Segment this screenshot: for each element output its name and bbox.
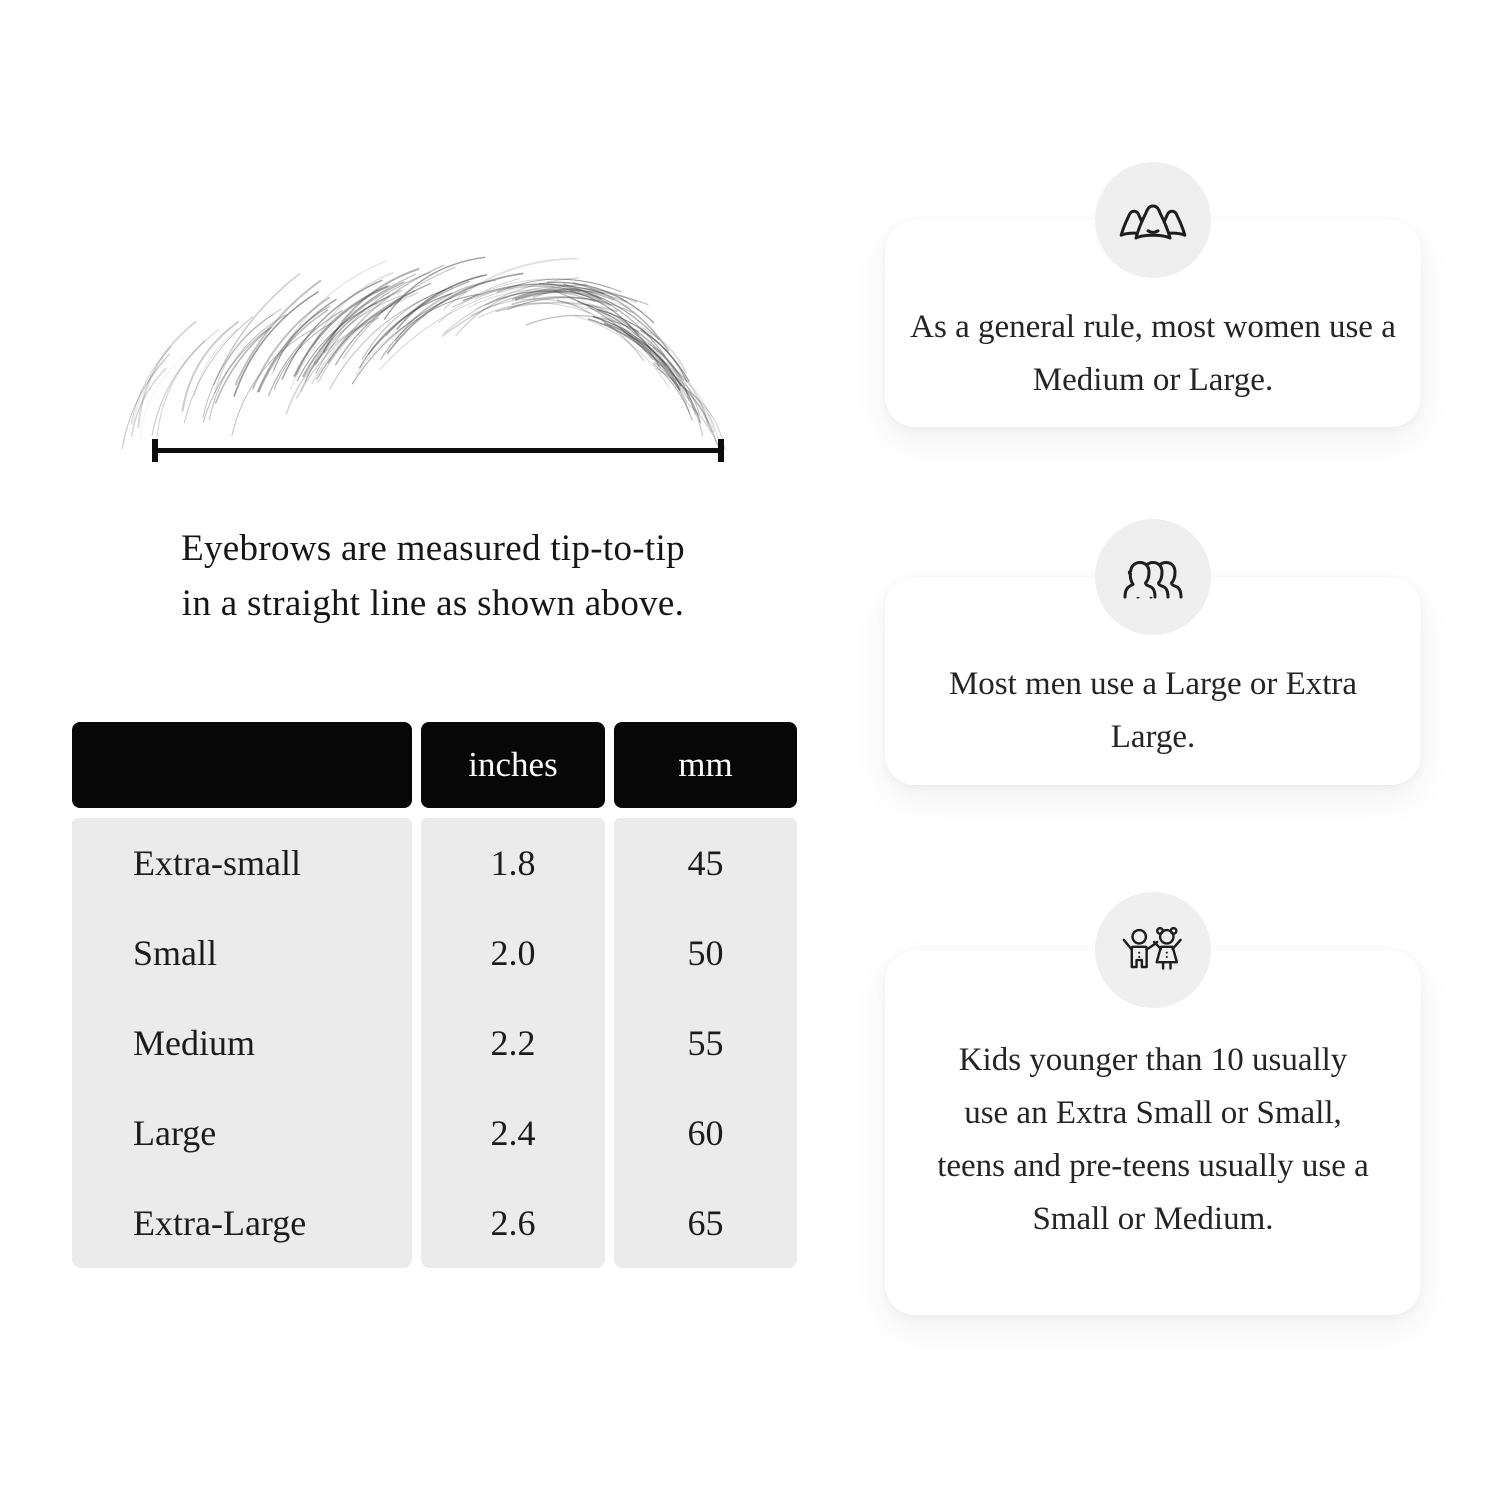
mm-column: 45 50 55 60 65 (614, 818, 797, 1268)
header-cell-size (72, 722, 412, 808)
kids-icon (1122, 926, 1182, 970)
inches-column: 1.8 2.0 2.2 2.4 2.6 (421, 818, 605, 1268)
measurement-caption: Eyebrows are measured tip-to-tip in a st… (103, 521, 763, 631)
icon-circle (1095, 892, 1211, 1008)
measurement-line (152, 439, 724, 462)
table-row-mm: 60 (687, 1113, 724, 1153)
header-cell-inches: inches (421, 722, 605, 808)
table-row-inches: 1.8 (490, 843, 536, 883)
table-row-size: Extra-small (133, 843, 301, 883)
size-column: Extra-small Small Medium Large Extra-Lar… (72, 818, 412, 1268)
table-row-inches: 2.4 (490, 1113, 536, 1153)
table-row-size: Small (133, 933, 218, 973)
table-row-mm: 45 (687, 843, 724, 883)
measurement-line-bar (158, 448, 718, 453)
table-row-mm: 50 (687, 933, 724, 973)
caption-line-1: Eyebrows are measured tip-to-tip (181, 528, 685, 569)
header-cell-mm: mm (614, 722, 797, 808)
size-table-body: Extra-small Small Medium Large Extra-Lar… (72, 818, 797, 1268)
card-women: As a general rule, most women use a Medi… (885, 162, 1421, 427)
size-table-header: inches mm (72, 722, 797, 808)
card-text: Kids younger than 10 usually use an Extr… (937, 1042, 1369, 1237)
table-row-inches: 2.2 (490, 1023, 536, 1063)
caption-line-2: in a straight line as shown above. (181, 583, 685, 624)
table-row-size: Medium (133, 1023, 255, 1063)
card-text: As a general rule, most women use a Medi… (910, 309, 1396, 398)
women-group-icon (1118, 204, 1188, 240)
card-kids: Kids younger than 10 usually use an Extr… (885, 892, 1421, 1315)
icon-circle (1095, 519, 1211, 635)
icon-circle (1095, 162, 1211, 278)
table-row-mm: 55 (687, 1023, 724, 1063)
table-row-mm: 65 (687, 1203, 724, 1243)
table-row-size: Extra-Large (133, 1203, 307, 1243)
table-row-inches: 2.0 (490, 933, 536, 973)
men-group-icon (1123, 561, 1183, 599)
table-row-size: Large (133, 1113, 217, 1153)
table-row-inches: 2.6 (490, 1203, 536, 1243)
card-men: Most men use a Large or Extra Large. (885, 519, 1421, 785)
card-text: Most men use a Large or Extra Large. (948, 666, 1358, 755)
